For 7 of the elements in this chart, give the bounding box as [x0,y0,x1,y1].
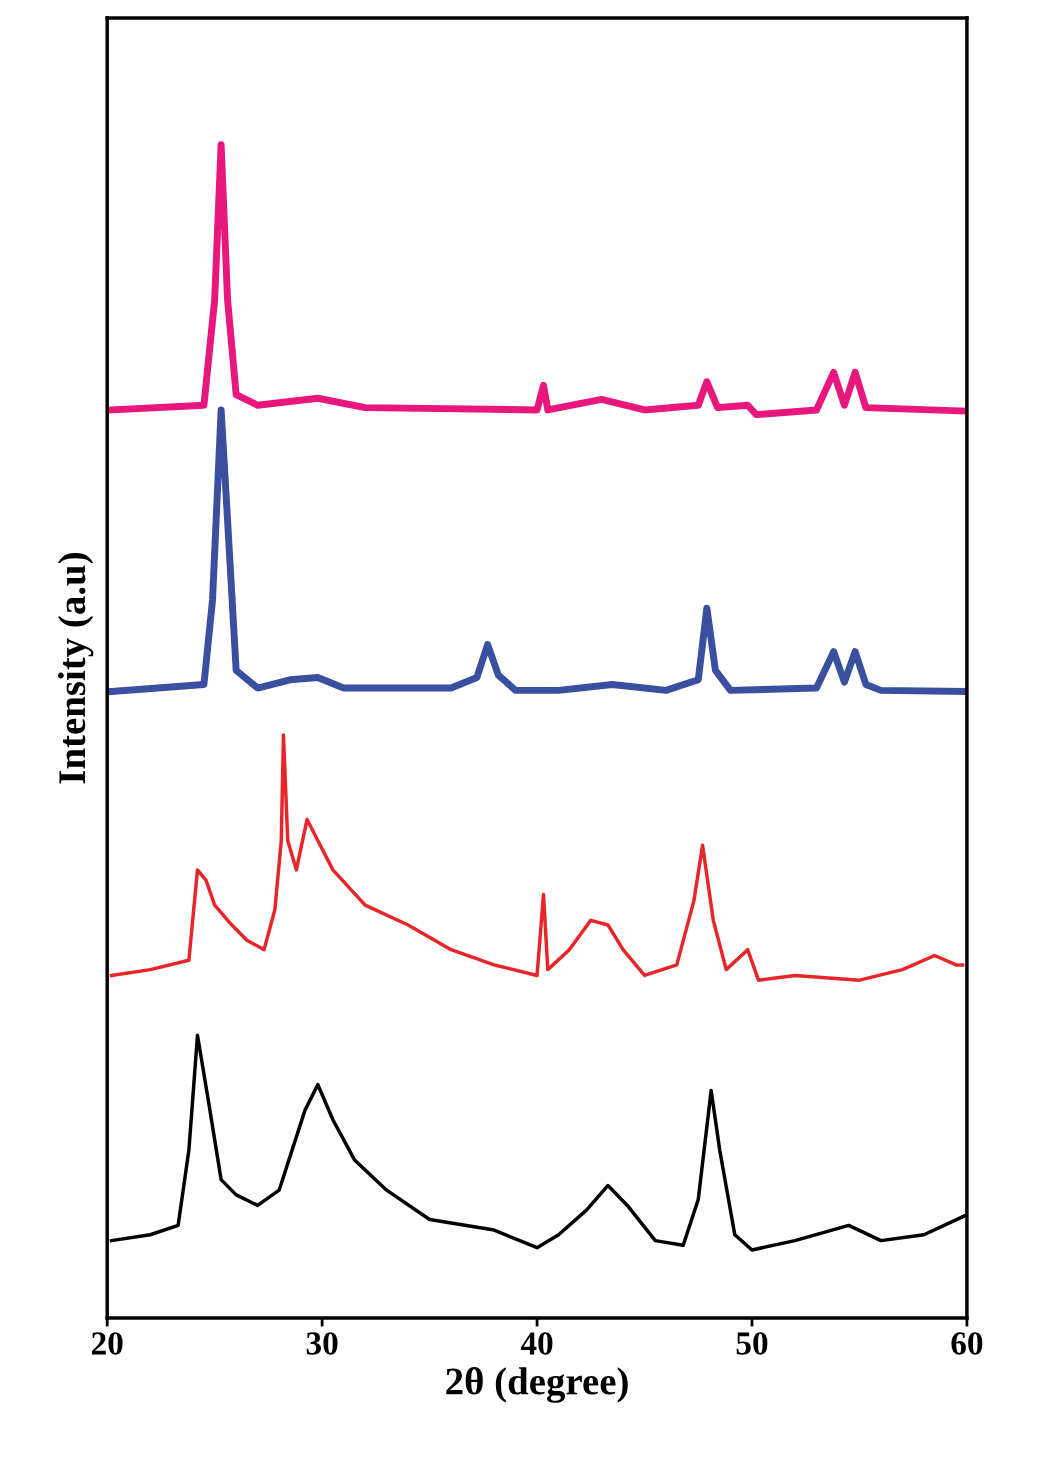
x-tick-label: 20 [91,1332,123,1355]
x-tick-label: 50 [736,1332,768,1355]
x-tick-label: 40 [520,1332,553,1355]
x-tick-label: 60 [951,1332,983,1355]
y-axis-title: Intensity (a.u) [57,553,94,784]
x-axis-title: 2θ (degree) [446,1367,628,1403]
x-tick-label: 30 [306,1332,338,1355]
